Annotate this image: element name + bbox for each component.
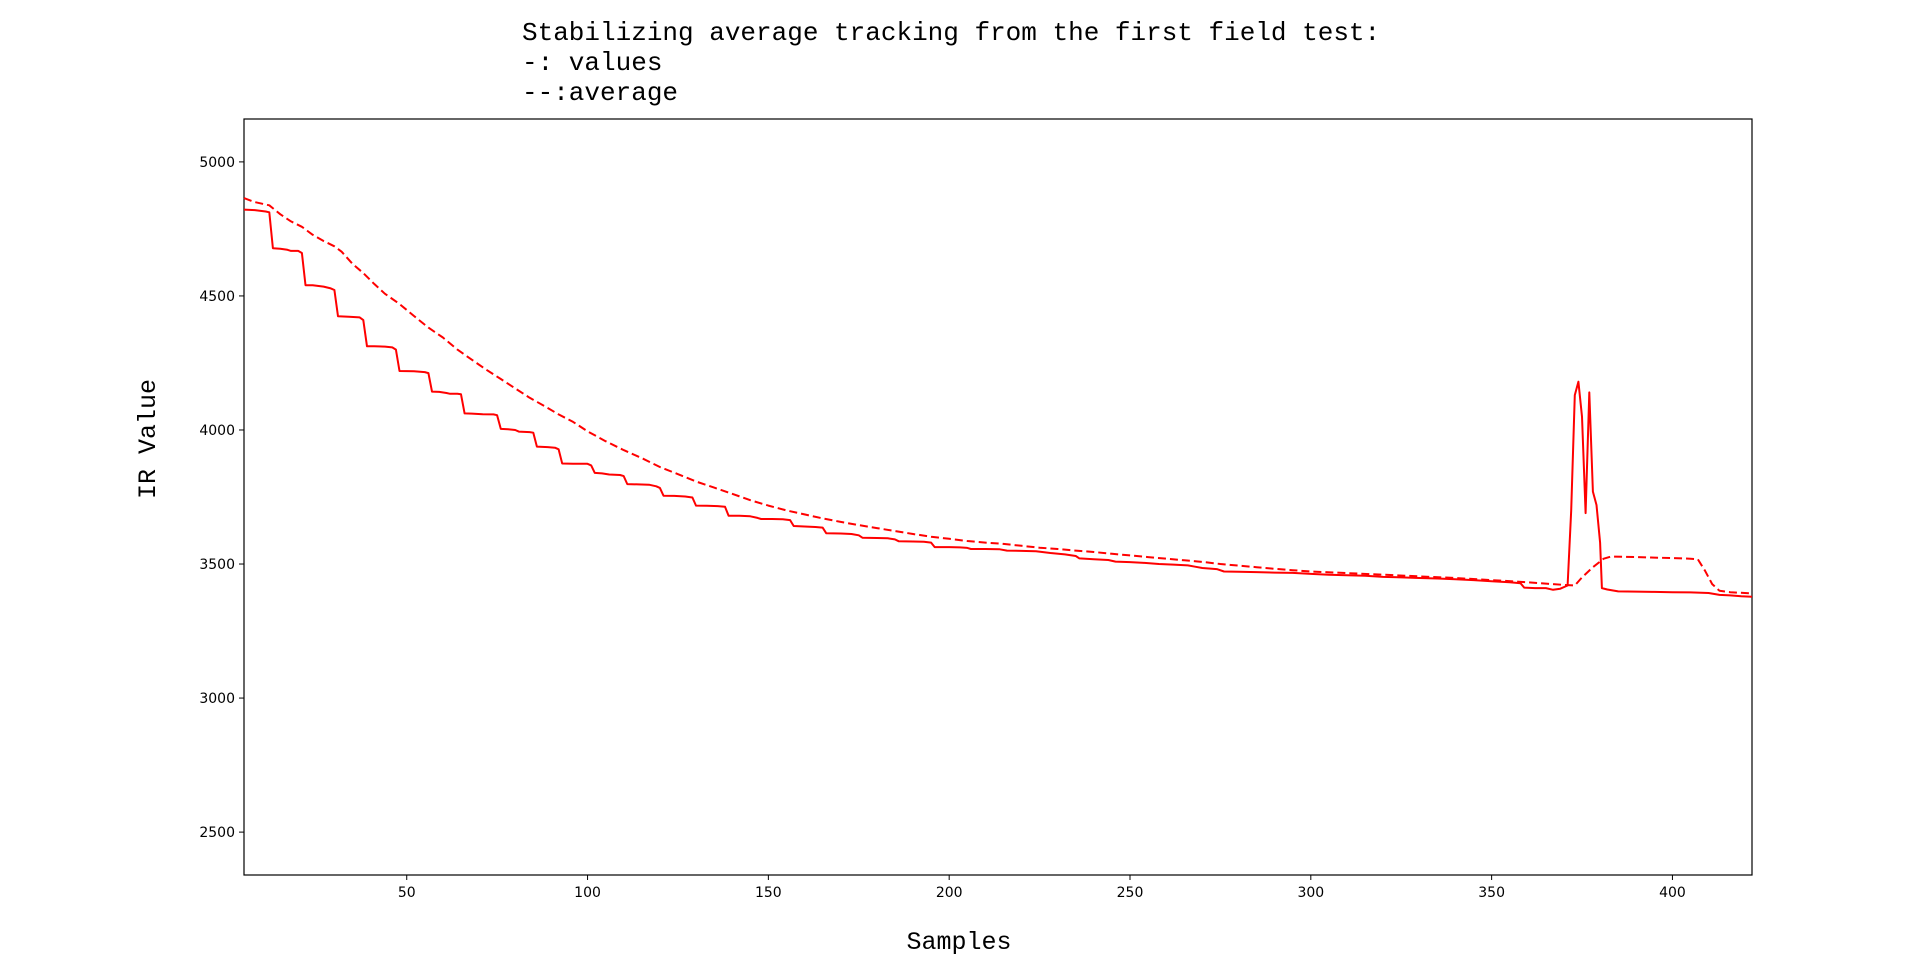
- y-tick-label: 3000: [199, 691, 235, 707]
- x-axis-label: Samples: [906, 928, 1011, 957]
- y-axis-ticks: 2500 3000 3500 4000 4500 5000: [199, 155, 244, 841]
- x-tick-label: 300: [1297, 885, 1324, 901]
- chart-title: Stabilizing average tracking from the fi…: [522, 18, 1380, 108]
- title-line-2: -: values: [522, 48, 662, 78]
- x-tick-label: 200: [936, 885, 963, 901]
- y-tick-label: 4000: [199, 423, 235, 439]
- y-tick-label: 5000: [199, 155, 235, 171]
- plot-frame: [243, 118, 1753, 876]
- series-layer: [243, 197, 1753, 598]
- y-tick-label: 3500: [199, 557, 235, 573]
- y-tick-label: 4500: [199, 289, 235, 305]
- x-tick-label: 50: [398, 885, 416, 901]
- average-series-line: [243, 197, 1753, 595]
- title-line-1: Stabilizing average tracking from the fi…: [522, 18, 1380, 48]
- plot-area: [243, 118, 1753, 876]
- y-axis-label: IR Value: [134, 379, 163, 499]
- y-tick-label: 2500: [199, 825, 235, 841]
- x-tick-label: 100: [574, 885, 601, 901]
- x-tick-label: 350: [1478, 885, 1505, 901]
- x-tick-label: 250: [1117, 885, 1144, 901]
- values-series-line: [243, 208, 1753, 598]
- x-axis-ticks: 50 100 150 200 250 300 350 400: [398, 875, 1686, 901]
- x-tick-label: 400: [1659, 885, 1686, 901]
- x-tick-label: 150: [755, 885, 782, 901]
- title-line-3: --:average: [522, 78, 678, 108]
